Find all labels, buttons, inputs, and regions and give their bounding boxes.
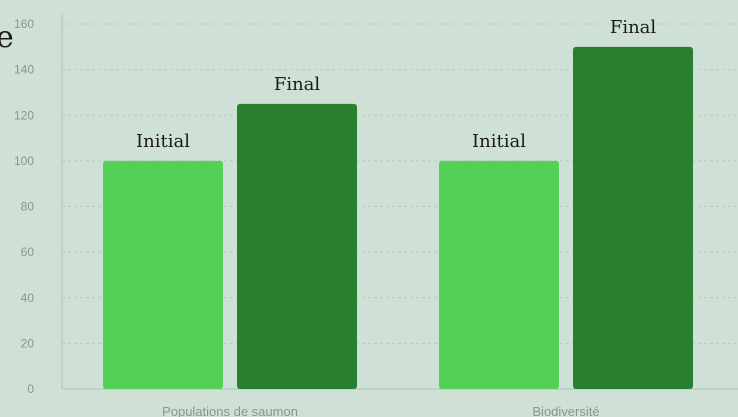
bar-final-0	[237, 103, 357, 389]
x-category-label: Populations de saumon	[162, 404, 298, 417]
data-label-initial: Initial	[136, 131, 190, 152]
y-tick-label: 40	[21, 291, 35, 305]
y-tick-label: 0	[27, 382, 34, 396]
y-tick-label: 20	[21, 336, 35, 350]
bar-final-1	[573, 46, 693, 389]
gridlines	[62, 23, 738, 344]
y-tick-label: 60	[21, 245, 35, 259]
chart-title-fragment: e	[0, 20, 14, 55]
data-label-final: Final	[610, 17, 657, 38]
y-tick-label: 160	[14, 17, 34, 31]
y-tick-label: 80	[21, 200, 35, 214]
bars	[103, 46, 693, 389]
data-labels: Initial Final Initial Final	[136, 17, 656, 152]
data-label-initial: Initial	[472, 131, 526, 152]
bar-initial-0	[103, 160, 223, 389]
y-tick-label: 100	[14, 154, 34, 168]
x-category-label: Biodiversité	[532, 404, 599, 417]
data-label-final: Final	[274, 74, 321, 95]
y-tick-label: 140	[14, 63, 34, 77]
y-tick-label: 120	[14, 108, 34, 122]
bar-initial-1	[439, 160, 559, 389]
